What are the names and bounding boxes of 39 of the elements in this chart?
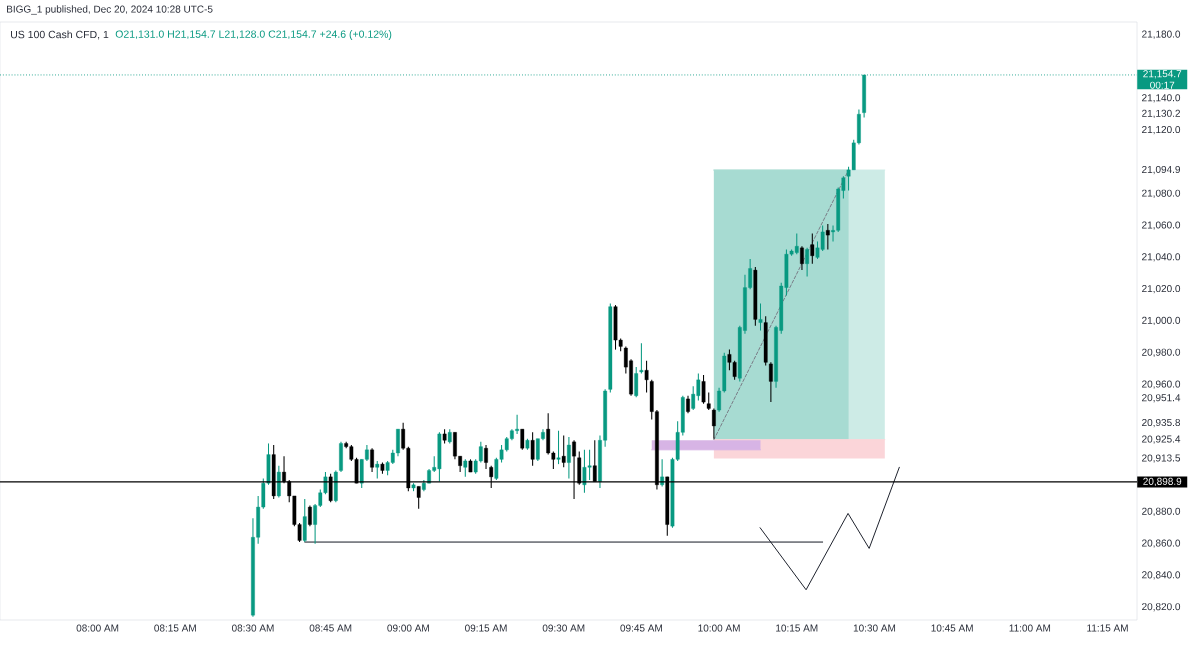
ref-line-label: 20,898.9	[1143, 477, 1182, 487]
y-tick-label: 20,935.8	[1142, 418, 1181, 428]
x-tick-label: 10:00 AM	[698, 624, 740, 632]
x-tick-label: 11:00 AM	[1009, 624, 1051, 632]
y-tick-label: 21,094.9	[1142, 165, 1181, 175]
x-tick-label: 11:15 AM	[1087, 624, 1128, 632]
y-tick-label: 20,860.0	[1142, 539, 1181, 548]
y-tick-label: 21,060.0	[1142, 221, 1181, 230]
text: US 100 Cash CFD, 1	[11, 30, 109, 40]
x-tick-label: 09:45 AM	[620, 624, 662, 632]
y-tick-label: 20,951.4	[1142, 394, 1181, 403]
y-tick-label: 20,913.5	[1142, 454, 1181, 463]
x-tick-label: 08:45 AM	[309, 624, 352, 632]
x-tick-label: 08:15 AM	[154, 624, 196, 632]
y-tick-label: 20,880.0	[1142, 507, 1181, 516]
y-tick-label: 21,000.0	[1142, 316, 1181, 326]
y-tick-label: 20,820.0	[1142, 603, 1181, 612]
y-tick-label: 20,980.0	[1142, 348, 1181, 357]
x-tick-label: 09:15 AM	[465, 624, 507, 632]
y-tick-label: 20,840.0	[1142, 571, 1181, 580]
annotation: O21,131.0 H21,154.7 L21,128.0 C21,154.7 +24.6 (+0.12%)	[115, 30, 392, 40]
y-tick-label: 21,040.0	[1142, 253, 1181, 262]
y-tick-label: 21,130.2	[1142, 109, 1180, 119]
y-tick-label: 20,925.4	[1142, 435, 1181, 444]
x-tick-label: 10:30 AM	[853, 624, 896, 632]
y-tick-label: 21,140.0	[1142, 94, 1181, 103]
x-tick-label: 10:45 AM	[931, 624, 973, 632]
y-tick-label: 21,080.0	[1142, 189, 1181, 198]
x-tick-label: 08:30 AM	[231, 624, 274, 632]
x-tick-label: 08:00 AM	[76, 624, 119, 632]
x-tick-label: 10:15 AM	[776, 624, 818, 632]
y-tick-label: 21,120.0	[1142, 126, 1181, 135]
x-tick-label: 09:30 AM	[542, 624, 585, 632]
y-tick-label: 21,180.0	[1142, 30, 1181, 39]
y-tick-label: 21,020.0	[1142, 285, 1181, 294]
y-tick-label: 20,960.0	[1142, 380, 1181, 389]
ref-line-label: 21,154.7 00:17	[1143, 70, 1182, 89]
x-tick-label: 09:00 AM	[387, 624, 429, 632]
chart-title: BIGG_1 published, Dec 20, 2024 10:28 UTC-5	[7, 5, 213, 15]
